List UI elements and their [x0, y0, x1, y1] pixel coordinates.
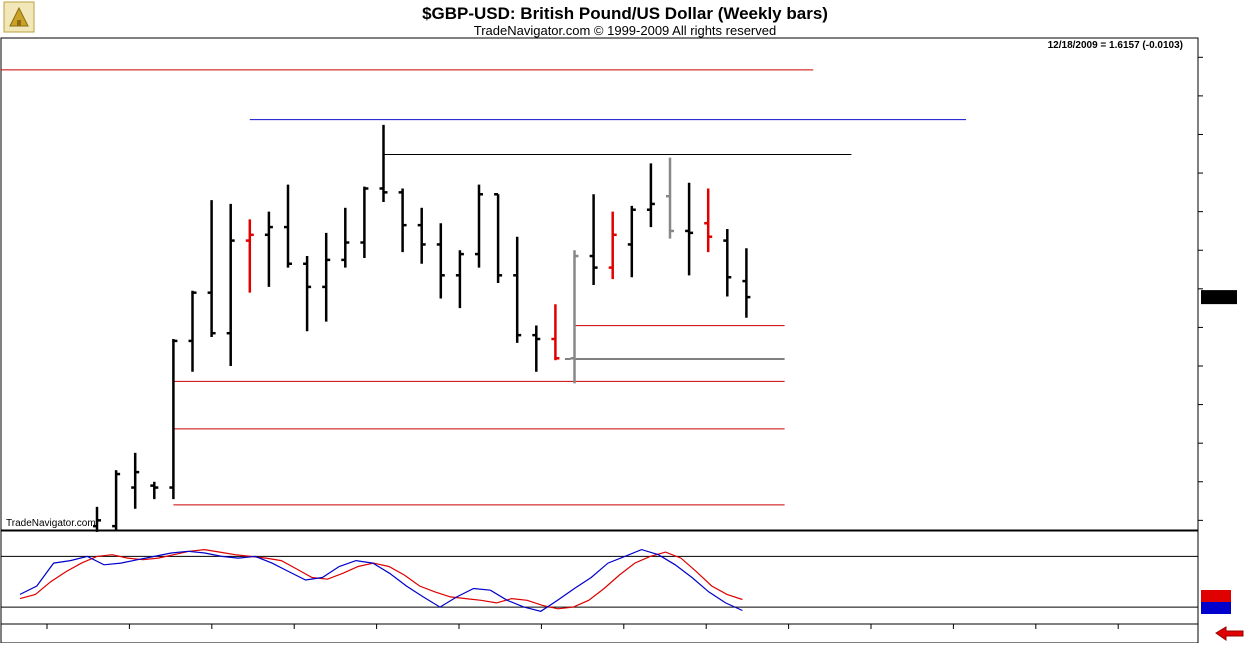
ohlc-bar: [436, 223, 445, 299]
ohlc-bar: [322, 232, 331, 322]
ohlc-bar: [685, 182, 694, 276]
ohlc-bar: [608, 211, 617, 280]
ohlc-bar: [551, 304, 560, 361]
ohlc-bar: [666, 157, 674, 239]
ohlc-bar: [627, 205, 636, 278]
last-quote-readout: 12/18/2009 = 1.6157 (-0.0103): [1048, 40, 1183, 51]
ohlc-bar: [360, 186, 369, 258]
ohlc-bar: [742, 248, 751, 318]
ohlc-bar: [150, 481, 159, 500]
ohlc-bar: [245, 219, 254, 293]
ohlc-bar: [723, 229, 732, 297]
ohlc-bar: [169, 338, 178, 500]
ohlc-bar: [379, 124, 388, 202]
ohlc-bar: [398, 188, 407, 253]
last-price-box: [1201, 290, 1237, 305]
ohlc-bar: [513, 236, 522, 343]
price-panel-frame: [0, 37, 1199, 531]
ohlc-bar: [455, 250, 464, 309]
tradenavigator-logo-icon: [3, 1, 35, 33]
ohlc-bar: [112, 470, 121, 530]
ohlc-bar: [704, 188, 713, 253]
ohlc-bar: [188, 290, 197, 372]
ohlc-bar: [532, 325, 541, 372]
ohlc-bar: [475, 184, 483, 268]
ohlc-bar: [570, 250, 579, 384]
stoch-panel-frame: [0, 530, 1199, 625]
ohlc-bar: [207, 200, 216, 338]
ohlc-bar: [131, 452, 140, 509]
ohlc-bar: [589, 194, 598, 285]
ohlc-bar: [341, 207, 350, 268]
ohlc-bar: [284, 184, 292, 268]
ohlc-bar: [494, 193, 503, 284]
scroll-left-arrow-icon[interactable]: [1212, 626, 1246, 641]
chart-subtitle: TradeNavigator.com © 1999-2009 All right…: [474, 23, 776, 38]
watermark: TradeNavigator.com: [6, 518, 96, 529]
ohlc-bar: [417, 207, 426, 264]
ohlc-bar: [226, 203, 235, 366]
stoch-d-value-box: [1201, 590, 1231, 602]
chart-title: $GBP-USD: British Pound/US Dollar (Weekl…: [422, 4, 828, 23]
stoch-series-line: [19, 548, 743, 612]
x-axis-strip: [0, 623, 1199, 644]
stoch-k-value-box: [1201, 602, 1231, 614]
ohlc-bar: [93, 506, 101, 532]
ohlc-bar: [264, 211, 273, 287]
ohlc-bar: [303, 256, 312, 332]
ohlc-bar: [646, 163, 655, 228]
